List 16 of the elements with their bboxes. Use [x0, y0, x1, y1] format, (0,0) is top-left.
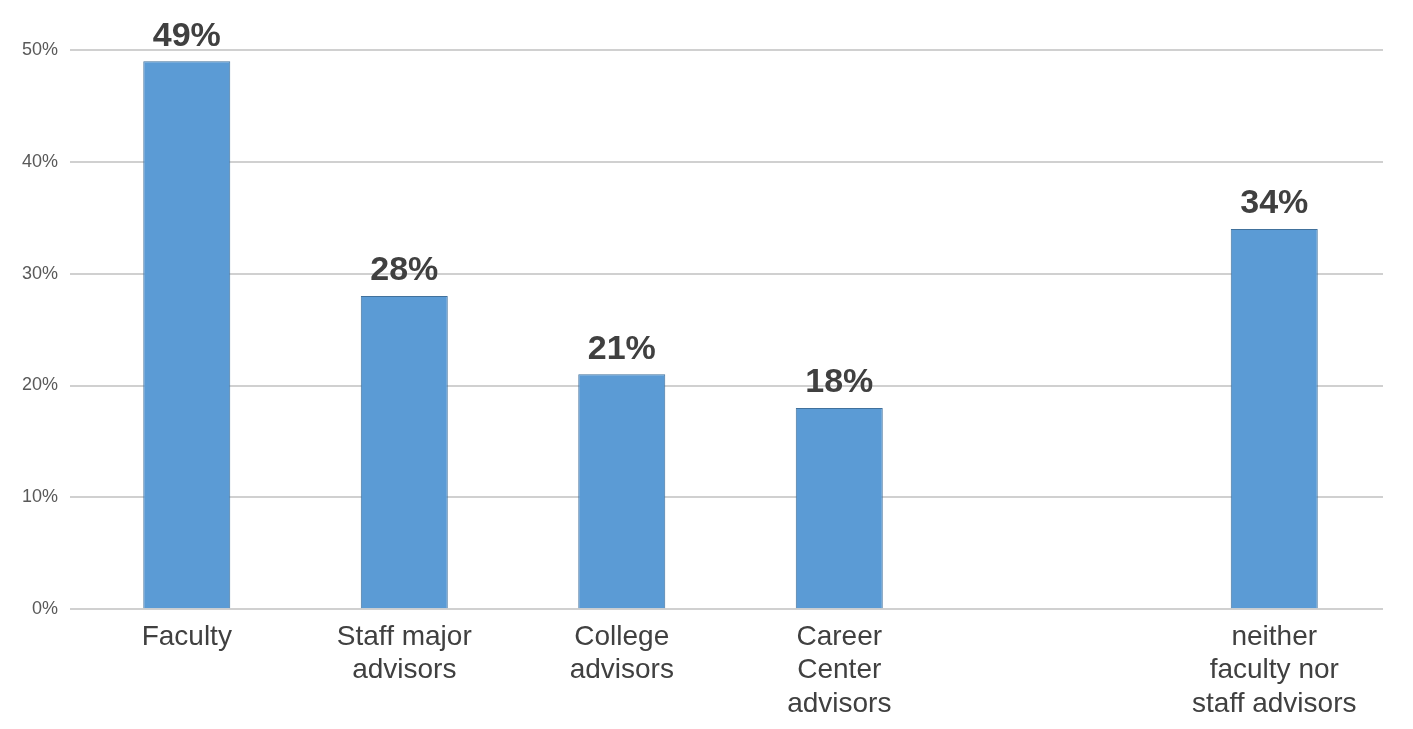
- x-tick-label: Career Center advisors: [787, 619, 892, 718]
- y-tick-label: 30%: [22, 262, 59, 283]
- x-tick-label: Faculty: [141, 619, 232, 651]
- data-label: 28%: [370, 249, 439, 288]
- x-tick-label: neither faculty nor staff advisors: [1192, 619, 1357, 718]
- data-label: 49%: [152, 14, 221, 53]
- y-tick-label: 20%: [22, 374, 59, 395]
- y-tick-label: 50%: [22, 38, 59, 59]
- data-label: 21%: [587, 327, 656, 366]
- y-tick-label: 40%: [22, 150, 59, 171]
- y-tick-label: 0%: [32, 598, 59, 619]
- data-label: 34%: [1240, 182, 1309, 221]
- y-tick-label: 10%: [22, 486, 59, 507]
- x-tick-label: Staff major advisors: [336, 619, 472, 685]
- data-label: 18%: [805, 361, 874, 400]
- x-tick-label: College advisors: [569, 619, 674, 685]
